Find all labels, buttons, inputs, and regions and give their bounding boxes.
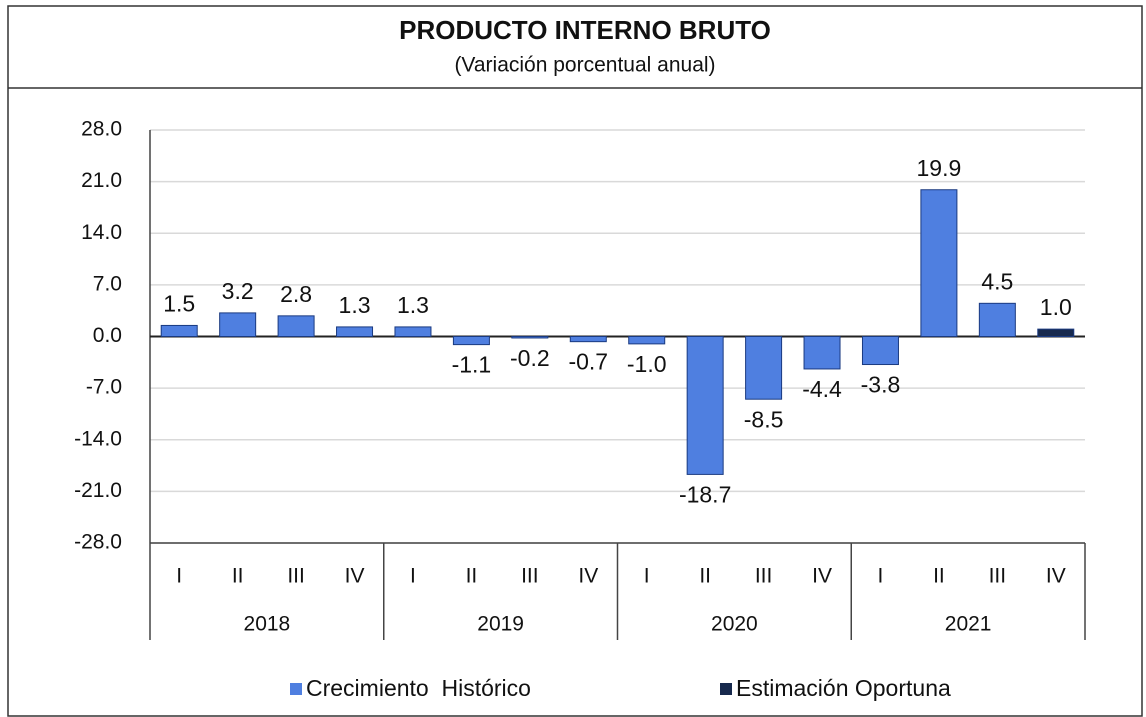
data-label: 1.3 [339,292,371,318]
bar [978,302,1016,337]
data-label: -3.8 [861,372,901,398]
y-tick-label: 21.0 [81,169,122,192]
group-label: 2019 [477,613,524,636]
y-tick-label: 14.0 [81,221,122,244]
bar [277,315,315,338]
data-label: -4.4 [802,376,842,402]
y-tick-label: 28.0 [81,118,122,141]
legend-swatch [290,683,302,695]
data-label: 4.5 [981,268,1013,294]
data-label: -1.0 [627,351,667,377]
data-label: -1.1 [452,352,492,378]
bar [511,336,549,339]
x-tick-label: I [878,565,884,588]
bar [394,326,432,338]
y-tick-label: 0.0 [93,324,122,347]
chart-title: Producto Interno Bruto [399,15,771,45]
bar [803,336,841,370]
data-label: -0.2 [510,345,550,371]
bar [452,336,490,346]
x-tick-label: III [287,565,305,588]
data-label: 3.2 [222,278,254,304]
legend-label: Crecimiento Histórico [306,675,531,701]
x-tick-label: II [699,565,711,588]
chart-subtitle: (Variación porcentual anual) [454,54,715,77]
group-label: 2020 [711,613,758,636]
legend-swatch [720,683,732,695]
x-tick-label: II [232,565,244,588]
x-tick-label: I [176,565,182,588]
bar [1037,328,1075,337]
bar [628,336,666,345]
data-label: 1.5 [163,291,195,317]
y-tick-label: 7.0 [93,272,122,295]
y-tick-label: -21.0 [74,479,122,502]
x-tick-label: IV [578,565,598,588]
bar [920,189,958,337]
bar [336,326,374,338]
bar [219,312,257,337]
x-tick-label: IV [1046,565,1066,588]
data-label: -18.7 [679,481,731,507]
bar [745,336,783,400]
y-tick-label: -28.0 [74,531,122,554]
x-tick-label: IV [812,565,832,588]
x-tick-label: III [989,565,1007,588]
x-tick-label: I [644,565,650,588]
bar [686,336,724,475]
data-label: -8.5 [744,406,784,432]
group-label: 2018 [244,613,291,636]
x-tick-label: III [521,565,539,588]
x-tick-label: III [755,565,773,588]
frame [7,5,1143,717]
data-label: 19.9 [917,155,962,181]
data-label: 1.3 [397,292,429,318]
x-tick-label: II [933,565,945,588]
data-label: 2.8 [280,281,312,307]
y-tick-label: -7.0 [86,376,122,399]
bar [569,336,607,343]
bar [160,324,198,337]
x-tick-label: II [466,565,478,588]
y-tick-label: -14.0 [74,427,122,450]
legend-label: Estimación Oportuna [736,675,951,701]
data-label: 1.0 [1040,294,1072,320]
x-tick-label: IV [345,565,365,588]
data-label: -0.7 [568,349,608,375]
group-label: 2021 [945,613,992,636]
bar [861,336,899,366]
x-tick-label: I [410,565,416,588]
